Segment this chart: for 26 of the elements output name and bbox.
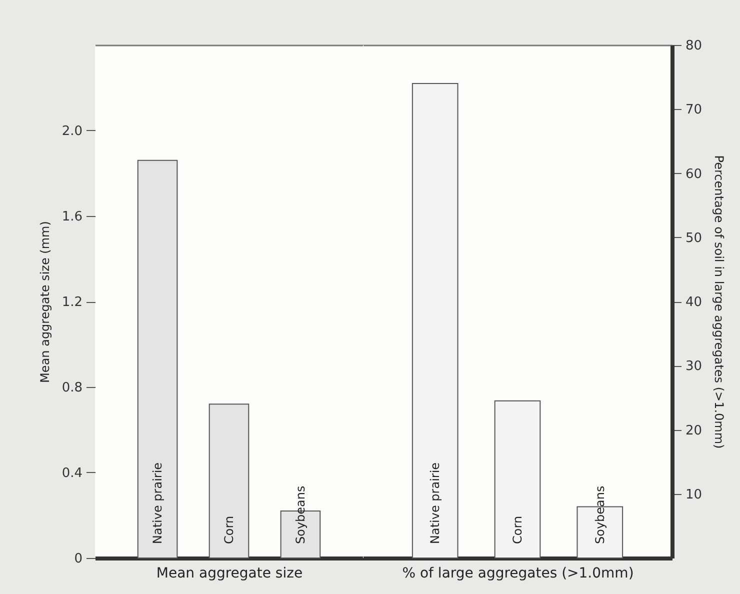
y2-tick-label: 50 [686,230,702,246]
y2-tick-label: 30 [686,359,702,374]
bar [137,160,178,558]
y-tick-label: 1.2 [62,295,82,310]
y2-tick-label: 10 [686,487,702,502]
y2-tick-label: 40 [686,295,702,310]
y-tick-label: 0 [74,552,82,566]
x-tick-label: Corn [510,516,524,544]
x-tick-label: Native prairie [150,462,165,544]
y-tick-label: 0.8 [62,380,82,396]
y-axis-title: Mean aggregate size (mm) [38,221,52,383]
x-tick-label: Native prairie [428,462,442,544]
x-axis-title: Mean aggregate size [156,566,303,582]
x-tick-label: Corn [222,516,236,544]
x-tick-label: Soybeans [592,486,607,544]
y2-axis-title: Percentage of soil in large aggregates (>1.0mm) [712,155,726,449]
bar [208,404,250,558]
x-axis-title: % of large aggregates (>1.0mm) [402,566,634,582]
y2-tick-label: 60 [686,166,702,182]
y-tick-label: 0.4 [62,466,82,481]
y2-tick-label: 80 [686,38,702,54]
y-tick-label: 1.6 [62,210,82,224]
y2-tick-label: 20 [686,423,702,438]
y-tick-label: 2.0 [62,124,82,139]
x-tick-label: Soybeans [293,486,308,544]
y2-tick-label: 70 [686,102,702,118]
